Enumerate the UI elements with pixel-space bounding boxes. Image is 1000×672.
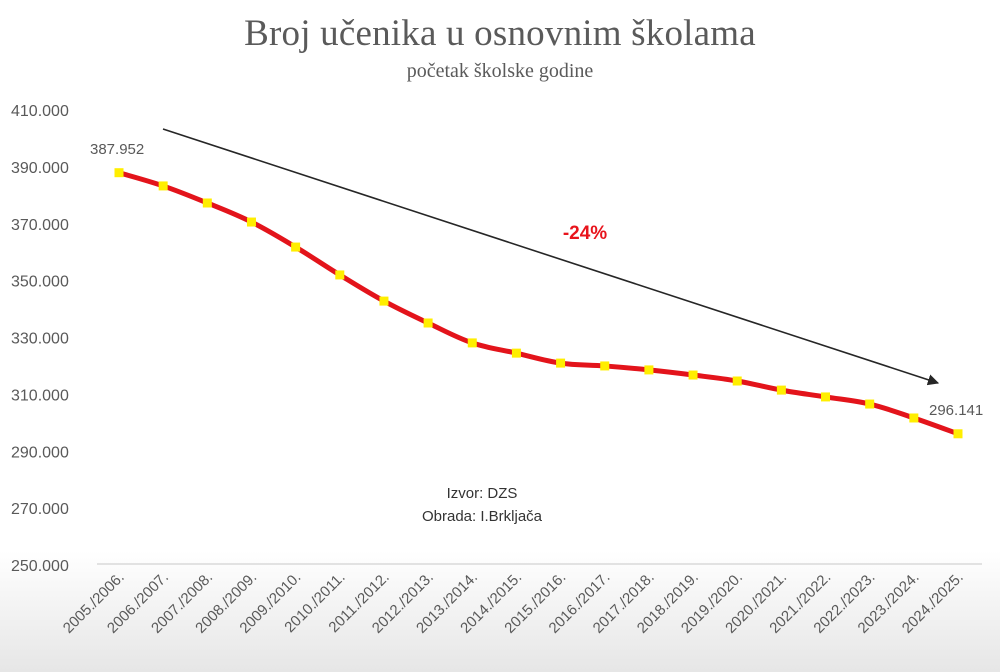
first-data-label: 387.952 xyxy=(90,141,144,158)
data-point-marker xyxy=(335,270,345,280)
data-point-marker xyxy=(511,348,521,358)
y-tick-label: 330.000 xyxy=(11,331,69,348)
data-point-marker xyxy=(776,385,786,395)
data-point-marker xyxy=(909,413,919,423)
data-point-marker xyxy=(158,181,168,191)
source-label: Izvor: DZS xyxy=(447,485,518,502)
y-tick-label: 410.000 xyxy=(11,103,69,120)
data-point-marker xyxy=(246,217,256,227)
y-tick-label: 310.000 xyxy=(11,387,69,404)
data-point-marker xyxy=(467,338,477,348)
data-point-marker xyxy=(423,318,433,328)
data-point-marker xyxy=(202,198,212,208)
data-point-marker xyxy=(114,168,124,178)
data-point-marker xyxy=(953,429,963,439)
y-tick-label: 390.000 xyxy=(11,160,69,177)
change-percentage-label: -24% xyxy=(563,223,607,244)
data-point-marker xyxy=(600,361,610,371)
data-point-marker xyxy=(821,392,831,402)
data-point-marker xyxy=(732,376,742,386)
data-point-marker xyxy=(644,365,654,375)
data-point-marker xyxy=(291,242,301,252)
trend-arrow-icon xyxy=(162,128,940,386)
chart-subtitle: početak školske godine xyxy=(406,60,594,82)
data-point-marker xyxy=(379,296,389,306)
chart-title: Broj učenika u osnovnim školama xyxy=(244,13,756,54)
data-point-marker xyxy=(865,399,875,409)
data-point-marker xyxy=(688,370,698,380)
y-tick-label: 350.000 xyxy=(11,274,69,291)
last-data-label: 296.141 xyxy=(929,402,983,419)
y-tick-label: 370.000 xyxy=(11,217,69,234)
y-tick-label: 250.000 xyxy=(11,558,69,575)
series-line xyxy=(116,170,961,437)
data-point-marker xyxy=(556,358,566,368)
y-tick-label: 270.000 xyxy=(11,501,69,518)
series-markers xyxy=(114,168,963,439)
y-axis: 410.000 390.000 370.000 350.000 330.000 310.0… xyxy=(11,103,69,575)
y-tick-label: 290.000 xyxy=(11,444,69,461)
x-axis: 2005./2006.2006./2007.2007./2008.2008./2… xyxy=(60,569,967,637)
author-label: Obrada: I.Brkljača xyxy=(422,508,543,525)
